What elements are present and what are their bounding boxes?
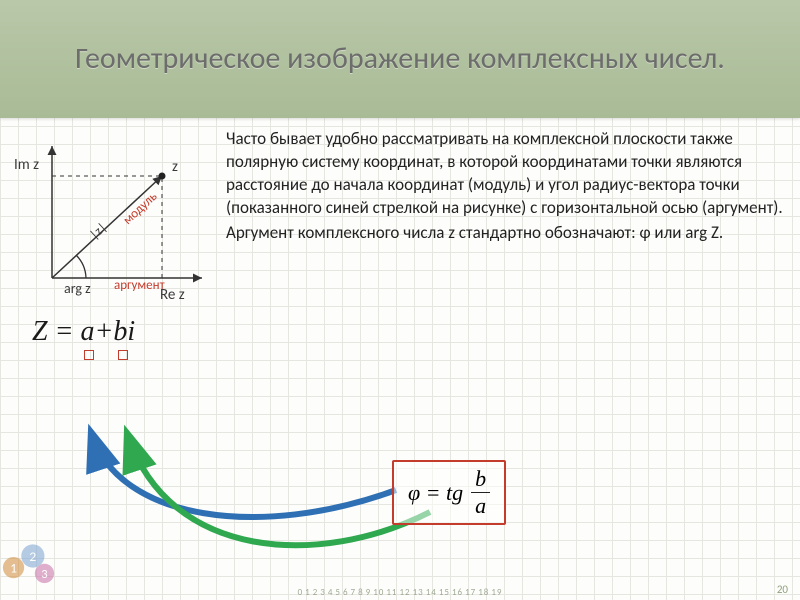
ruler-tick: 16 (452, 587, 463, 598)
ruler-tick: 12 (399, 587, 410, 598)
ruler-tick: 1 (305, 587, 311, 598)
svg-text:3: 3 (41, 567, 47, 582)
ruler-tick: 7 (351, 587, 357, 598)
ruler-tick: 4 (328, 587, 334, 598)
argument-word: аргумент (114, 278, 165, 293)
point-label: z (172, 158, 178, 176)
paragraph-2: Аргумент комплексного числа z стандартно… (226, 222, 788, 245)
title-bar: Геометрическое изображение комплексных ч… (0, 0, 800, 118)
ruler-tick: 9 (366, 587, 372, 598)
footer-ruler: 0 1 2 3 4 5 6 7 8 9 10 11 12 13 14 15 16… (0, 587, 800, 598)
ruler-tick: 2 (313, 587, 319, 598)
decorative-numbers-icon: 1 2 3 (0, 526, 58, 586)
complex-plane-diagram: Im z Re z z arg z |z| модуль аргумент (12, 128, 212, 308)
formula-z-text: Z = a+bi (32, 316, 135, 347)
svg-text:1: 1 (10, 559, 17, 576)
arg-label: arg z (64, 280, 91, 297)
phi-formula-box: φ = tg b a (392, 460, 506, 525)
ruler-tick: 13 (413, 587, 424, 598)
description-column: Часто бывает удобно рассматривать на ком… (226, 128, 788, 308)
ruler-tick: 6 (343, 587, 349, 598)
ruler-tick: 8 (358, 587, 364, 598)
ruler-tick: 10 (373, 587, 384, 598)
axis-im-label: Im z (14, 156, 39, 174)
ruler-tick: 17 (465, 587, 476, 598)
content-row: Im z Re z z arg z |z| модуль аргумент Ча… (0, 118, 800, 308)
ruler-tick: 19 (491, 587, 502, 598)
phi-lhs: φ = tg (408, 480, 463, 506)
ruler-tick: 18 (478, 587, 489, 598)
ruler-tick: 5 (335, 587, 341, 598)
ruler-tick: 3 (320, 587, 326, 598)
paragraph-1: Часто бывает удобно рассматривать на ком… (226, 128, 788, 220)
formula-z: Z = a+bi (32, 316, 135, 348)
phi-denominator: a (475, 493, 486, 517)
formula-row: Z = a+bi (0, 316, 800, 348)
diagram-svg (12, 128, 212, 308)
slide-title: Геометрическое изображение комплексных ч… (75, 42, 725, 77)
slide-number: 20 (777, 583, 788, 596)
ruler-tick: 0 (298, 587, 304, 598)
marker-a (84, 350, 94, 360)
svg-text:2: 2 (29, 548, 36, 565)
marker-b (118, 350, 128, 360)
ruler-tick: 14 (426, 587, 437, 598)
phi-fraction: b a (471, 468, 490, 517)
ruler-tick: 15 (439, 587, 450, 598)
phi-numerator: b (471, 468, 490, 493)
ruler-tick: 11 (386, 587, 397, 598)
